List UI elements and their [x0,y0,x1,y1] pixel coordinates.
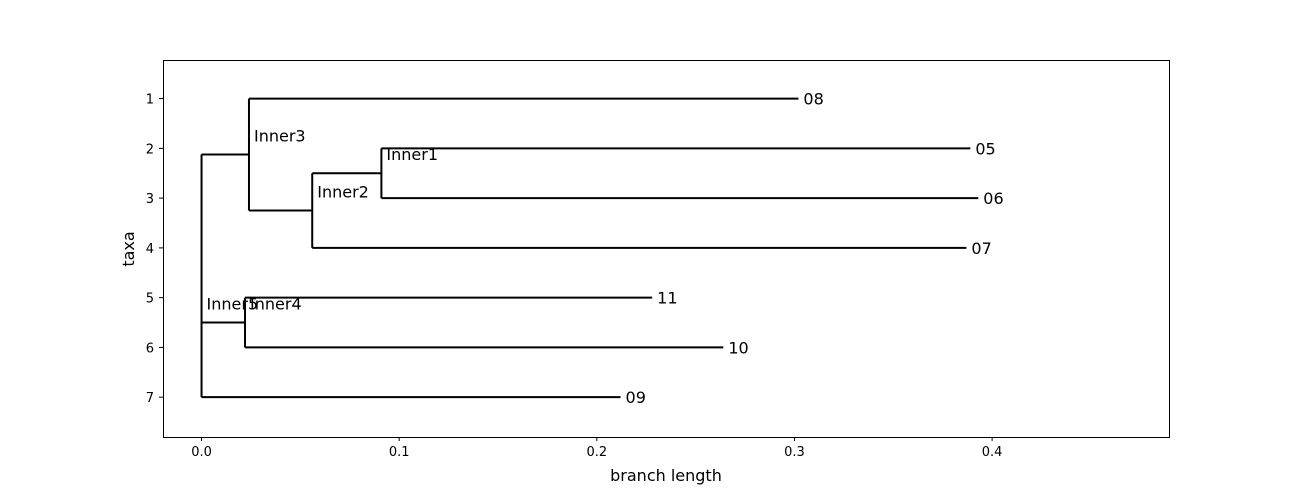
node-label-08: 08 [803,90,823,109]
node-label-inner1: Inner1 [386,145,438,164]
node-label-inner2: Inner2 [317,183,369,202]
y-tick-label: 5 [146,292,154,307]
node-label-10: 10 [728,338,748,357]
node-label-inner5: Inner5 [207,295,259,314]
node-label-06: 06 [983,189,1003,208]
y-tick-label: 3 [146,192,154,207]
y-tick-label: 2 [146,142,154,157]
y-tick-label: 4 [146,242,154,257]
node-label-09: 09 [626,388,646,407]
y-tick-label: 7 [146,391,154,406]
y-axis-title: taxa [119,231,138,266]
x-tick-label: 0.4 [982,445,1003,460]
y-tick-label: 1 [146,93,154,108]
x-tick-label: 0.3 [784,445,805,460]
node-labels: Inner5 Inner3 Inner2 Inner1 Inner4 08 05 06 07 11… [207,90,1004,408]
x-axis-title: branch length [610,466,722,485]
node-label-inner4: Inner4 [250,295,302,314]
y-axis: 1 2 3 4 5 6 7 [146,93,163,406]
node-label-11: 11 [657,289,677,308]
plot-frame [163,60,1170,438]
node-label-inner3: Inner3 [254,127,306,146]
node-label-05: 05 [975,139,995,158]
y-tick-label: 6 [146,341,154,356]
branches [200,97,979,399]
x-tick-label: 0.2 [586,445,607,460]
node-label-07: 07 [971,239,991,258]
x-axis: 0.0 0.1 0.2 0.3 0.4 [191,437,1002,460]
x-tick-label: 0.1 [389,445,410,460]
x-tick-label: 0.0 [191,445,212,460]
